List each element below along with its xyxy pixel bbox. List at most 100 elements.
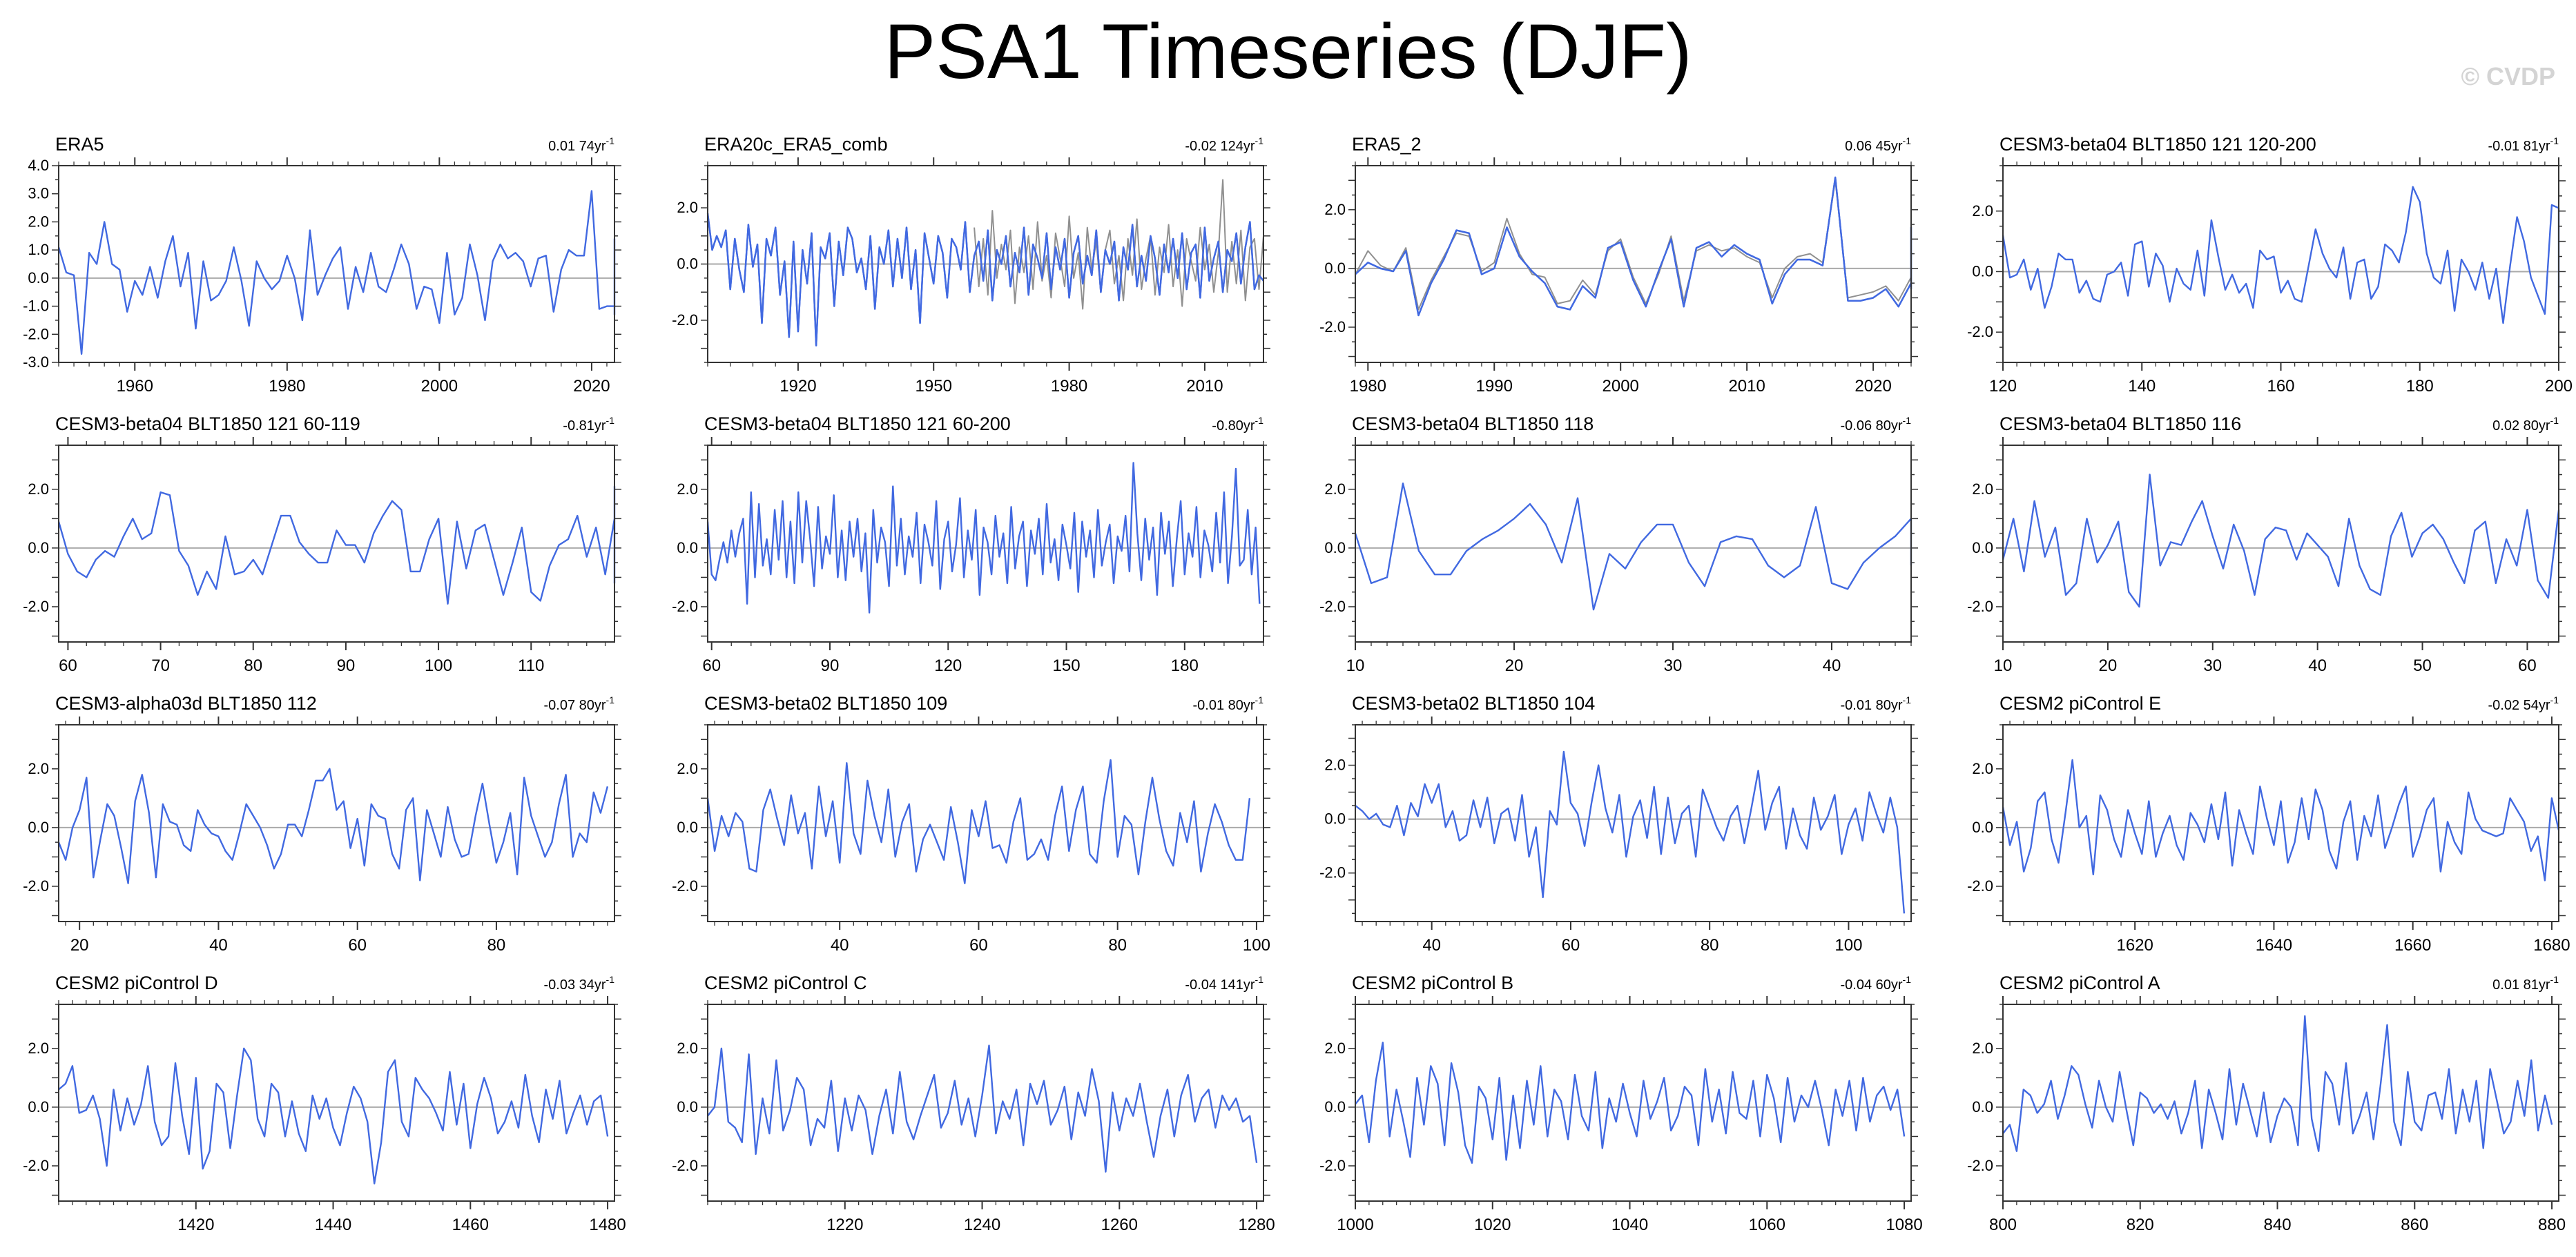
- trend-label: -0.80yr-1: [1212, 415, 1263, 433]
- x-tick-label: 180: [1171, 656, 1199, 675]
- x-tick-label: 1480: [589, 1216, 626, 1234]
- trend-label: -0.01 80yr-1: [1192, 694, 1263, 713]
- panel-4: CESM3-beta04 BLT1850 121 120-200 -0.01 81…: [1967, 134, 2573, 396]
- y-tick-label: 2.0: [1972, 760, 1993, 777]
- x-tick-label: 2010: [1728, 377, 1765, 396]
- y-tick-label: 2.0: [28, 480, 49, 498]
- trend-label: -0.01 81yr-1: [2488, 135, 2559, 154]
- panel-title: CESM3-beta04 BLT1850 116: [1999, 413, 2241, 434]
- y-tick-label: 0.0: [1972, 819, 1993, 836]
- panel-title: CESM3-beta04 BLT1850 121 60-119: [55, 413, 360, 434]
- figure-title: PSA1 Timeseries (DJF): [884, 8, 1692, 95]
- x-tick-label: 1420: [177, 1216, 214, 1234]
- x-tick-label: 1460: [452, 1216, 489, 1234]
- y-tick-label: 2.0: [28, 213, 49, 230]
- x-tick-label: 800: [1989, 1216, 2017, 1234]
- y-tick-label: -2.0: [1319, 318, 1346, 335]
- plot-frame: [2002, 445, 2559, 643]
- x-tick-label: 140: [2128, 377, 2156, 396]
- plot-frame: [2002, 1004, 2559, 1202]
- y-tick-label: 0.0: [28, 819, 49, 836]
- model-series-line: [1355, 750, 1906, 914]
- x-tick-label: 1680: [2533, 936, 2570, 955]
- model-series-line: [1355, 176, 1912, 317]
- y-tick-label: 0.0: [1324, 539, 1346, 556]
- y-tick-label: 2.0: [677, 480, 698, 498]
- x-tick-label: 1040: [1611, 1216, 1648, 1234]
- trend-label: -0.01 80yr-1: [1840, 694, 1911, 713]
- x-tick-label: 860: [2401, 1216, 2428, 1234]
- y-tick-label: 0.0: [1972, 262, 1993, 280]
- x-tick-label: 1080: [1886, 1216, 1922, 1234]
- y-tick-label: -3.0: [23, 353, 49, 371]
- x-tick-label: 50: [2413, 656, 2432, 675]
- panel-title: CESM2 piControl C: [704, 973, 867, 993]
- plot-frame: [707, 445, 1264, 643]
- x-tick-label: 40: [209, 936, 228, 955]
- trend-label: -0.07 80yr-1: [543, 694, 614, 713]
- model-series-line: [707, 1044, 1258, 1173]
- panel-7: CESM3-beta04 BLT1850 118 -0.06 80yr-1 2.0 0…: [1319, 413, 1918, 675]
- plot-frame: [58, 1004, 615, 1202]
- panel-9: CESM3-alpha03d BLT1850 112 -0.07 80yr-1 2.…: [23, 693, 621, 955]
- panel-14: CESM2 piControl C -0.04 141yr-1 2.0 0.0 -2.0…: [672, 973, 1275, 1234]
- model-series-line: [1355, 176, 1912, 317]
- trend-label: 0.02 80yr-1: [2492, 415, 2559, 433]
- y-tick-label: 2.0: [1324, 201, 1346, 218]
- x-tick-label: 1260: [1101, 1216, 1138, 1234]
- observed-series-line: [1355, 179, 1912, 311]
- panel-8: CESM3-beta04 BLT1850 116 0.02 80yr-1 2.0 0.…: [1967, 413, 2566, 675]
- x-tick-label: 840: [2264, 1216, 2292, 1234]
- x-tick-label: 880: [2538, 1216, 2566, 1234]
- plot-frame: [58, 445, 615, 643]
- y-tick-label: -2.0: [23, 598, 49, 615]
- panel-title: CESM3-beta04 BLT1850 121 120-200: [1999, 134, 2316, 155]
- x-tick-label: 1980: [269, 377, 305, 396]
- panel-title: CESM2 piControl A: [1999, 973, 2160, 993]
- y-tick-label: 1.0: [28, 241, 49, 258]
- y-tick-label: -1.0: [23, 298, 49, 315]
- y-tick-label: -2.0: [1967, 598, 1993, 615]
- y-tick-label: 2.0: [677, 1040, 698, 1057]
- model-series-line: [58, 1047, 609, 1185]
- x-tick-label: 200: [2545, 377, 2573, 396]
- x-tick-label: 1060: [1749, 1216, 1785, 1234]
- x-tick-label: 180: [2406, 377, 2434, 396]
- y-tick-label: -2.0: [1319, 598, 1346, 615]
- trend-label: -0.02 54yr-1: [2488, 694, 2559, 713]
- x-tick-label: 80: [1108, 936, 1127, 955]
- y-tick-label: 0.0: [28, 269, 49, 286]
- plot-frame: [2002, 724, 2559, 922]
- x-tick-label: 60: [59, 656, 77, 675]
- model-series-line: [706, 759, 1251, 884]
- cvdp-watermark: © CVDP: [2461, 62, 2555, 90]
- x-tick-label: 110: [518, 656, 544, 675]
- x-tick-label: 80: [244, 656, 262, 675]
- y-tick-label: -2.0: [672, 1157, 698, 1174]
- x-tick-label: 1960: [117, 377, 153, 396]
- x-tick-label: 40: [831, 936, 849, 955]
- plot-frame: [1355, 165, 1912, 363]
- x-tick-label: 120: [934, 656, 962, 675]
- y-tick-label: 2.0: [677, 199, 698, 216]
- y-tick-label: 3.0: [28, 185, 49, 202]
- x-tick-label: 160: [2267, 377, 2294, 396]
- y-tick-label: 2.0: [1972, 202, 1993, 220]
- model-series-line: [706, 462, 1261, 614]
- x-tick-label: 20: [70, 936, 89, 955]
- y-tick-label: -2.0: [1967, 323, 1993, 340]
- x-tick-label: 1440: [315, 1216, 351, 1234]
- trend-label: -0.03 34yr-1: [543, 974, 614, 993]
- panel-15: CESM2 piControl B -0.04 60yr-1 2.0 0.0 -2.0 1…: [1319, 973, 1923, 1234]
- plot-frame: [1355, 1004, 1912, 1202]
- y-tick-label: 0.0: [677, 255, 698, 273]
- panel-13: CESM2 piControl D -0.03 34yr-1 2.0 0.0 -2.0 1…: [23, 973, 626, 1234]
- x-tick-label: 40: [2308, 656, 2327, 675]
- model-series-line: [1355, 1042, 1906, 1164]
- x-tick-label: 2000: [421, 377, 458, 396]
- panel-title: CESM3-beta04 BLT1850 118: [1352, 413, 1594, 434]
- panel-11: CESM3-beta02 BLT1850 104 -0.01 80yr-1 2.0 0…: [1319, 693, 1918, 955]
- trend-label: 0.06 45yr-1: [1845, 135, 1911, 154]
- model-series-line: [706, 213, 1264, 347]
- x-tick-label: 1920: [779, 377, 816, 396]
